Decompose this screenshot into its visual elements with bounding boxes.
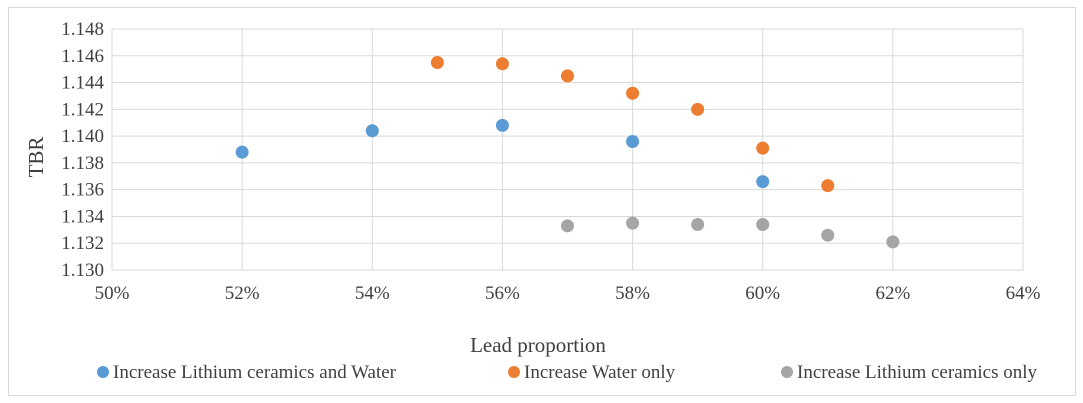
x-tick-label: 52% bbox=[225, 283, 260, 304]
data-point-series-2 bbox=[626, 86, 640, 100]
data-points bbox=[235, 55, 900, 249]
y-tick-label: 1.142 bbox=[61, 99, 104, 120]
y-tick-label: 1.148 bbox=[61, 19, 104, 40]
x-tick-labels: 50% 52% 54% 56% 58% 60% 62% 64% bbox=[95, 283, 1041, 304]
x-tick-label: 56% bbox=[485, 283, 520, 304]
legend-label: Increase Lithium ceramics and Water bbox=[113, 362, 397, 383]
x-tick-label: 64% bbox=[1006, 283, 1041, 304]
x-tick-label: 58% bbox=[615, 283, 650, 304]
x-axis-title: Lead proportion bbox=[470, 333, 606, 357]
data-point-series-3 bbox=[561, 219, 574, 233]
legend-marker bbox=[781, 366, 793, 378]
legend-marker bbox=[508, 366, 520, 378]
data-point-series-1 bbox=[235, 145, 249, 159]
data-point-series-2 bbox=[821, 179, 835, 193]
x-tick-label: 50% bbox=[95, 283, 130, 304]
data-point-series-1 bbox=[495, 118, 509, 132]
legend-item-3: Increase Lithium ceramics only bbox=[781, 362, 1038, 383]
grid-lines bbox=[111, 28, 1024, 271]
y-tick-label: 1.134 bbox=[61, 206, 104, 227]
data-point-series-1 bbox=[756, 175, 770, 189]
data-point-series-2 bbox=[430, 55, 444, 69]
legend-marker bbox=[97, 366, 109, 378]
data-point-series-3 bbox=[691, 217, 705, 231]
data-point-series-2 bbox=[561, 69, 574, 83]
y-tick-label: 1.144 bbox=[61, 73, 104, 94]
data-point-series-3 bbox=[886, 235, 900, 249]
scatter-chart: 1.130 1.132 1.134 1.136 1.138 1.140 1.142 1.144… bbox=[24, 19, 1041, 383]
y-tick-label: 1.132 bbox=[61, 233, 104, 254]
x-tick-label: 60% bbox=[745, 283, 780, 304]
y-tick-label: 1.138 bbox=[61, 153, 104, 174]
data-point-series-3 bbox=[756, 217, 770, 231]
chart-frame: 1.130 1.132 1.134 1.136 1.138 1.140 1.142 1.144… bbox=[8, 7, 1076, 396]
legend-label: Increase Water only bbox=[524, 362, 676, 383]
y-tick-label: 1.146 bbox=[61, 46, 104, 67]
legend-label: Increase Lithium ceramics only bbox=[797, 362, 1038, 383]
data-point-series-1 bbox=[626, 134, 640, 148]
data-point-series-3 bbox=[821, 228, 835, 242]
legend-item-1: Increase Lithium ceramics and Water bbox=[97, 362, 397, 383]
legend: Increase Lithium ceramics and Water Incre… bbox=[97, 362, 1038, 383]
y-axis-title: TBR bbox=[24, 137, 48, 178]
y-tick-label: 1.140 bbox=[61, 126, 104, 147]
data-point-series-2 bbox=[756, 141, 770, 155]
data-point-series-1 bbox=[365, 124, 379, 138]
x-tick-label: 54% bbox=[355, 283, 390, 304]
y-tick-label: 1.130 bbox=[61, 260, 104, 281]
data-point-series-2 bbox=[495, 57, 509, 71]
x-tick-label: 62% bbox=[875, 283, 910, 304]
legend-item-2: Increase Water only bbox=[508, 362, 676, 383]
y-tick-label: 1.136 bbox=[61, 180, 104, 201]
data-point-series-2 bbox=[691, 102, 705, 116]
y-tick-labels: 1.130 1.132 1.134 1.136 1.138 1.140 1.142 1.144… bbox=[61, 19, 104, 281]
data-point-series-3 bbox=[626, 216, 640, 230]
